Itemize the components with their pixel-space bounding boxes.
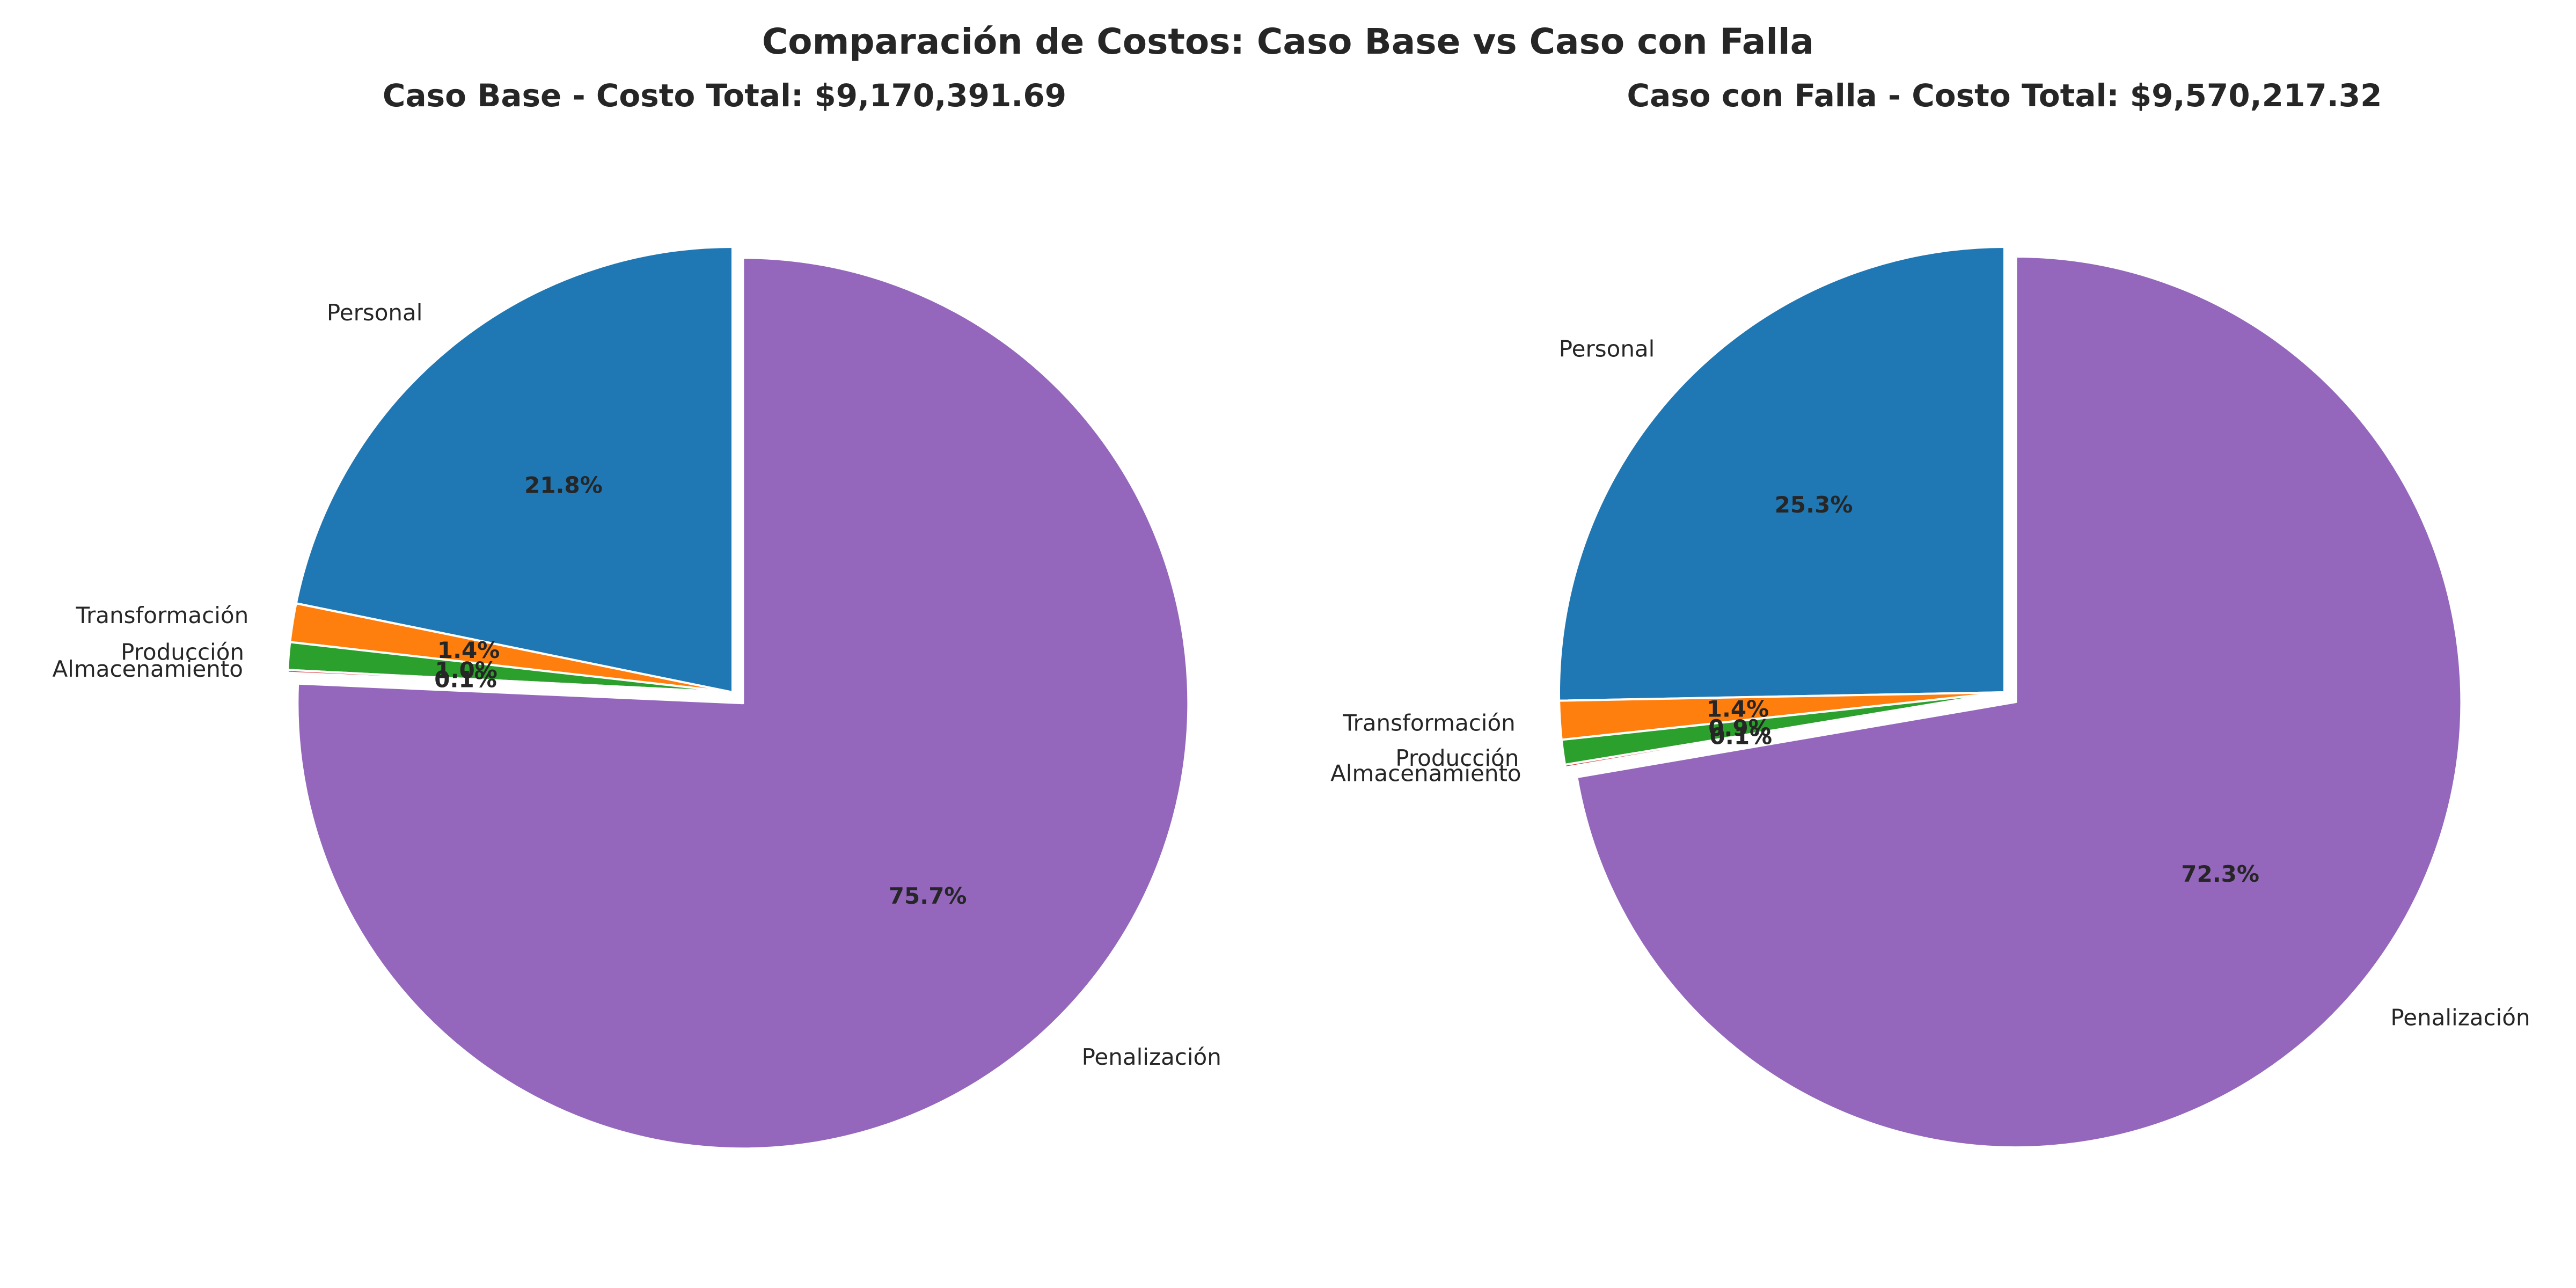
pct-label-personal-caso-base: 21.8% <box>524 472 603 498</box>
slice-label-personal-caso-base: Personal <box>327 299 423 326</box>
pie-labels-caso-base: Personal 21.8% Transformación 1.4% Producció… <box>52 299 1221 1070</box>
slice-label-transformacion-caso-base: Transformación <box>76 602 249 628</box>
slice-label-penalizacion-caso-base: Penalización <box>1082 1044 1221 1070</box>
pie-chart-caso-falla: Caso con Falla - Costo Total: $9,570,217… <box>1330 77 2530 1149</box>
slice-label-personal-caso-falla: Personal <box>1559 336 1655 362</box>
pct-label-personal-caso-falla: 25.3% <box>1775 492 1853 518</box>
pie-slices-caso-falla <box>1558 246 2463 1149</box>
slice-label-produccion-caso-base: Producción <box>121 639 244 665</box>
pct-label-produccion-caso-falla: 0.9% <box>1708 715 1770 741</box>
pie-title-caso-base: Caso Base - Costo Total: $9,170,391.69 <box>383 77 1066 114</box>
figure-title: Comparación de Costos: Caso Base vs Caso… <box>762 21 1814 62</box>
pie-slice-personal-caso-falla <box>1558 246 2006 702</box>
pie-slice-penalizacion-caso-base <box>296 257 1190 1150</box>
slice-label-transformacion-caso-falla: Transformación <box>1342 709 1516 736</box>
pie-chart-caso-base: Caso Base - Costo Total: $9,170,391.69 P… <box>52 77 1221 1150</box>
pie-labels-caso-falla: Personal 25.3% Transformación 1.4% Producció… <box>1330 336 2530 1031</box>
pct-label-almacenamiento-caso-base: 0.1% <box>434 667 496 693</box>
pct-label-transformacion-caso-falla: 1.4% <box>1707 696 1769 722</box>
slice-label-penalizacion-caso-falla: Penalización <box>2390 1005 2530 1031</box>
slice-label-almacenamiento-caso-falla: Almacenamiento <box>1330 760 1521 786</box>
pie-slices-caso-base <box>286 246 1190 1150</box>
slice-label-produccion-caso-falla: Producción <box>1395 745 1519 771</box>
pie-slice-penalizacion-caso-falla <box>1576 255 2463 1149</box>
pie-slice-almacenamiento-caso-base <box>286 669 734 693</box>
pie-title-caso-falla: Caso con Falla - Costo Total: $9,570,217… <box>1627 77 2382 114</box>
pct-label-penalizacion-caso-falla: 72.3% <box>2181 861 2259 887</box>
pct-label-almacenamiento-caso-falla: 0.1% <box>1710 723 1772 750</box>
pct-label-transformacion-caso-base: 1.4% <box>437 637 500 663</box>
slice-label-almacenamiento-caso-base: Almacenamiento <box>52 656 243 682</box>
pie-slice-almacenamiento-caso-falla <box>1564 691 2006 769</box>
pie-slice-personal-caso-base <box>295 246 734 693</box>
pct-label-produccion-caso-base: 1.0% <box>435 657 497 683</box>
pct-label-penalizacion-caso-base: 75.7% <box>889 883 967 909</box>
